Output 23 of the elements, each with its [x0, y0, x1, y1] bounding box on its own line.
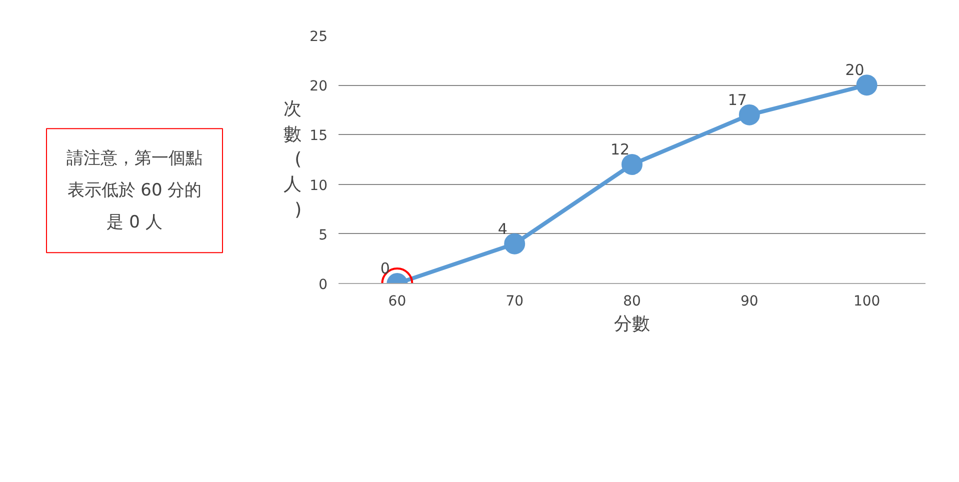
data-label: 0: [380, 260, 390, 278]
y-tick-label: 5: [318, 227, 328, 244]
data-label: 20: [845, 61, 864, 80]
y-tick-label: 10: [310, 178, 328, 194]
point: [856, 74, 878, 96]
data-label: 17: [728, 90, 747, 109]
point: [504, 233, 526, 254]
data-label: 4: [498, 220, 508, 238]
y-tick-label: 0: [318, 277, 328, 293]
y-tick-label: 15: [310, 128, 328, 144]
data-label: 12: [610, 140, 630, 158]
x-tick-label: 90: [740, 294, 758, 310]
x-tick-label: 80: [623, 294, 641, 310]
text: 請注意，第一個點表示低於 60 分的是 0 人: [66, 148, 202, 233]
point: [738, 104, 760, 126]
point: [622, 154, 642, 175]
y-tick-label: 25: [310, 29, 328, 45]
x-tick-label: 60: [388, 294, 406, 310]
x-tick-label: 70: [506, 294, 524, 310]
x-tick-label: 100: [853, 294, 880, 310]
x-axis-title: 分數: [614, 314, 650, 334]
y-axis-title: 次數(人): [284, 98, 302, 220]
y-tick-label: 20: [310, 78, 328, 95]
